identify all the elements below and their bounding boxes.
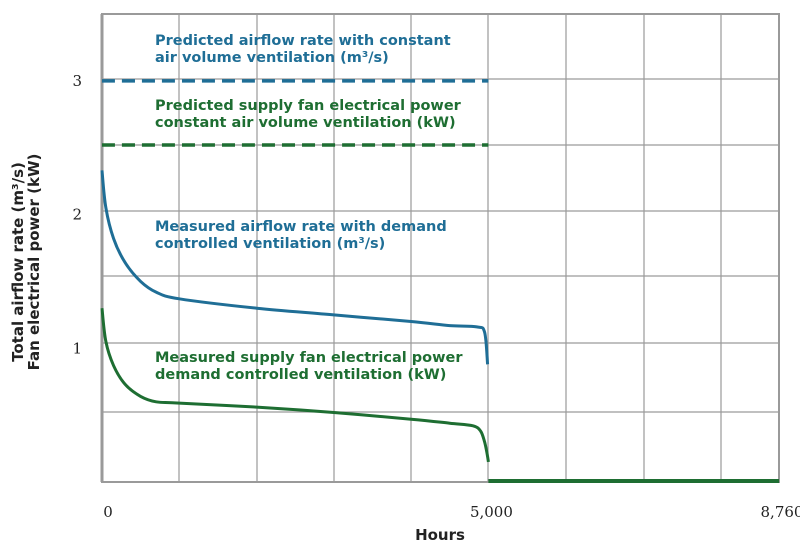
annotation-line: constant air volume ventilation (kW) <box>155 115 456 131</box>
series-measured-fan-power-dcv <box>100 308 490 463</box>
y-axis-title-line-1: Total airflow rate (m³/s) <box>9 162 27 362</box>
annotation-measured-airflow: Measured airflow rate with demand control… <box>155 219 447 252</box>
annotation-line: demand controlled ventilation (kW) <box>155 367 446 383</box>
annotation-predicted-fan-power: Predicted supply fan electrical power con… <box>155 98 462 131</box>
x-tick-label: 0 <box>103 503 113 521</box>
annotation-line: Predicted airflow rate with constant <box>155 33 451 49</box>
x-axis-title: Hours <box>415 526 465 544</box>
x-tick-label: 8,760 <box>761 503 800 521</box>
y-tick-label: 2 <box>72 206 82 224</box>
y-axis-title-line-2: Fan electrical power (kW) <box>25 154 43 371</box>
annotation-line: air volume ventilation (m³/s) <box>155 50 389 66</box>
grid <box>102 14 779 482</box>
annotation-measured-fan-power: Measured supply fan electrical power dema… <box>155 350 463 383</box>
annotations: Predicted airflow rate with constant air … <box>155 33 463 383</box>
series <box>100 79 779 483</box>
plot-frame <box>100 13 780 483</box>
y-tick-label: 1 <box>72 339 82 357</box>
series-measured-airflow-dcv <box>100 170 490 365</box>
x-tick-label: 5,000 <box>470 503 513 521</box>
annotation-line: Measured supply fan electrical power <box>155 350 463 366</box>
annotation-line: Predicted supply fan electrical power <box>155 98 462 114</box>
tick-labels: 0 5,000 8,760 1 2 3 <box>72 72 800 521</box>
annotation-line: controlled ventilation (m³/s) <box>155 236 385 252</box>
y-tick-label: 3 <box>72 72 82 90</box>
annotation-line: Measured airflow rate with demand <box>155 219 447 235</box>
annotation-predicted-airflow: Predicted airflow rate with constant air … <box>155 33 451 66</box>
